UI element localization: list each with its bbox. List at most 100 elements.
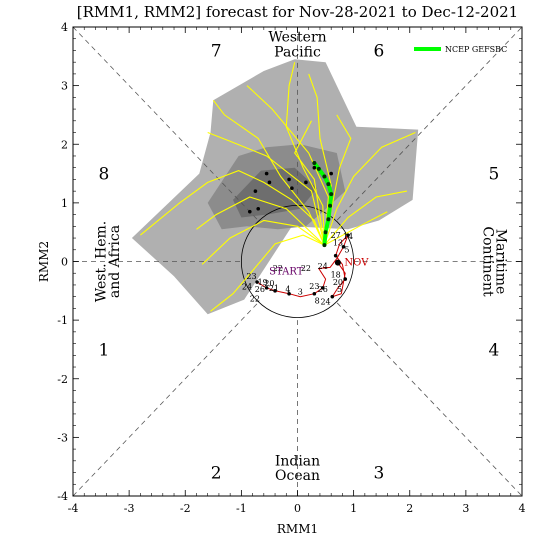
observed-day-label: 8 — [315, 297, 320, 306]
observed-day-label: 13 — [333, 239, 343, 248]
ensemble-member-line — [323, 190, 408, 246]
ensemble-dot — [264, 171, 269, 176]
observed-day-label: 5 — [337, 285, 342, 294]
region-left-line2: and Africa — [107, 225, 123, 298]
text-labels: [RMM1, RMM2] forecast for Nov-28-2021 to… — [37, 3, 518, 536]
observed-day-label: 20 — [333, 278, 343, 287]
y-tick-label: -4 — [57, 490, 68, 503]
observed-dot — [264, 286, 269, 290]
ensemble-member-line — [324, 211, 388, 246]
observed-day-label: 4 — [285, 285, 290, 294]
observed-day-label: 24 — [320, 297, 330, 306]
region-right-line1: Maritime — [493, 229, 509, 295]
observed-day-label: 18 — [331, 270, 341, 279]
ensemble-member-line — [246, 85, 329, 246]
observed-line — [256, 234, 349, 298]
y-tick-label: 0 — [61, 256, 68, 269]
chart-title: [RMM1, RMM2] forecast for Nov-28-2021 to… — [77, 3, 518, 21]
region-top-line1: Western — [268, 30, 326, 46]
start-label: START — [269, 266, 304, 277]
phase-5-label: 5 — [489, 165, 500, 185]
ensemble-dot — [247, 209, 252, 214]
ensemble-dot — [312, 165, 317, 170]
phase-8-label: 8 — [98, 165, 109, 185]
mean-dot — [322, 243, 327, 248]
ensemble-dot — [290, 186, 294, 191]
y-tick-label: 4 — [61, 21, 68, 34]
observed-dot — [273, 289, 277, 293]
x-tick-label: -4 — [68, 502, 79, 515]
x-axis-label: RMM1 — [277, 522, 318, 536]
ensemble-dot — [304, 180, 308, 185]
month-label: NOV — [344, 258, 369, 269]
y-tick-label: 3 — [61, 80, 68, 93]
observed-dot — [346, 233, 350, 237]
observed-day-label: 3 — [298, 287, 303, 296]
mean-dot — [329, 192, 334, 197]
observed-dot — [320, 286, 325, 290]
region-right-line2: Continent — [479, 226, 495, 297]
diagonal-line — [336, 26, 523, 221]
ensemble-member-line — [323, 131, 416, 246]
observed-dot — [255, 280, 259, 284]
y-tick-label: -1 — [57, 314, 68, 327]
x-tick-label: -1 — [236, 502, 247, 515]
diagonal-line — [336, 302, 523, 497]
ensemble-member-line — [285, 62, 325, 246]
observed-dot — [287, 291, 291, 296]
ensemble-member-line — [210, 234, 325, 312]
y-tick-label: 2 — [61, 138, 68, 151]
x-tick-label: 3 — [462, 502, 469, 515]
observed-dot — [312, 291, 317, 296]
track-dots — [247, 161, 350, 299]
current-position-dot — [334, 259, 341, 266]
mean-dot — [326, 182, 331, 187]
region-bottom-line1: Indian — [275, 454, 320, 470]
observed-day-label: 26 — [255, 285, 265, 294]
mean-dot — [322, 174, 327, 179]
observed-day-label: 22 — [250, 294, 260, 303]
legend-label: NCEP GEFSBC — [445, 45, 507, 54]
ensemble-dot — [287, 177, 291, 182]
phase-2-label: 2 — [211, 464, 222, 484]
y-tick-label: 1 — [61, 197, 68, 210]
observed-day-label: 22 — [301, 264, 311, 273]
ensemble-member-line — [196, 196, 325, 246]
observed-dot — [333, 253, 338, 258]
phase-6-label: 6 — [373, 41, 384, 61]
y-axis-label: RMM2 — [37, 241, 51, 282]
ensemble-dot — [253, 189, 258, 193]
observed-day-label: 20 — [264, 279, 274, 288]
mean-dot — [312, 161, 317, 166]
x-tick-label: 2 — [406, 502, 413, 515]
ensemble-member-line — [201, 219, 325, 265]
y-tick-label: -3 — [57, 431, 68, 444]
x-tick-label: -2 — [180, 502, 191, 515]
observed-dot — [330, 294, 335, 299]
x-tick-label: 0 — [294, 502, 301, 515]
ensemble-member-line — [212, 99, 325, 246]
mean-dot — [323, 230, 328, 235]
observed-day-label: 19 — [258, 278, 268, 287]
observed-day-label: 21 — [269, 284, 279, 293]
mean-dot — [328, 203, 333, 208]
ensemble-dot — [256, 206, 261, 211]
observed-dot — [341, 245, 346, 249]
ensemble-member-line — [207, 131, 325, 246]
observed-dot — [343, 277, 348, 281]
observed-day-label: 23 — [246, 272, 256, 281]
observed-day-label: 24 — [242, 283, 252, 292]
phase-3-label: 3 — [373, 464, 384, 484]
observed-day-label: 23 — [309, 282, 319, 291]
observed-day-label: 27 — [331, 231, 341, 240]
observed-day-label: 24 — [318, 262, 328, 271]
x-tick-label: 1 — [350, 502, 357, 515]
ensemble-member-line — [294, 120, 325, 246]
region-top-line2: Pacific — [274, 44, 321, 60]
x-tick-label: 4 — [519, 502, 526, 515]
mean-dot — [316, 166, 321, 171]
region-left-line1: West. Hem. — [94, 221, 110, 302]
mean-dot — [326, 217, 331, 222]
